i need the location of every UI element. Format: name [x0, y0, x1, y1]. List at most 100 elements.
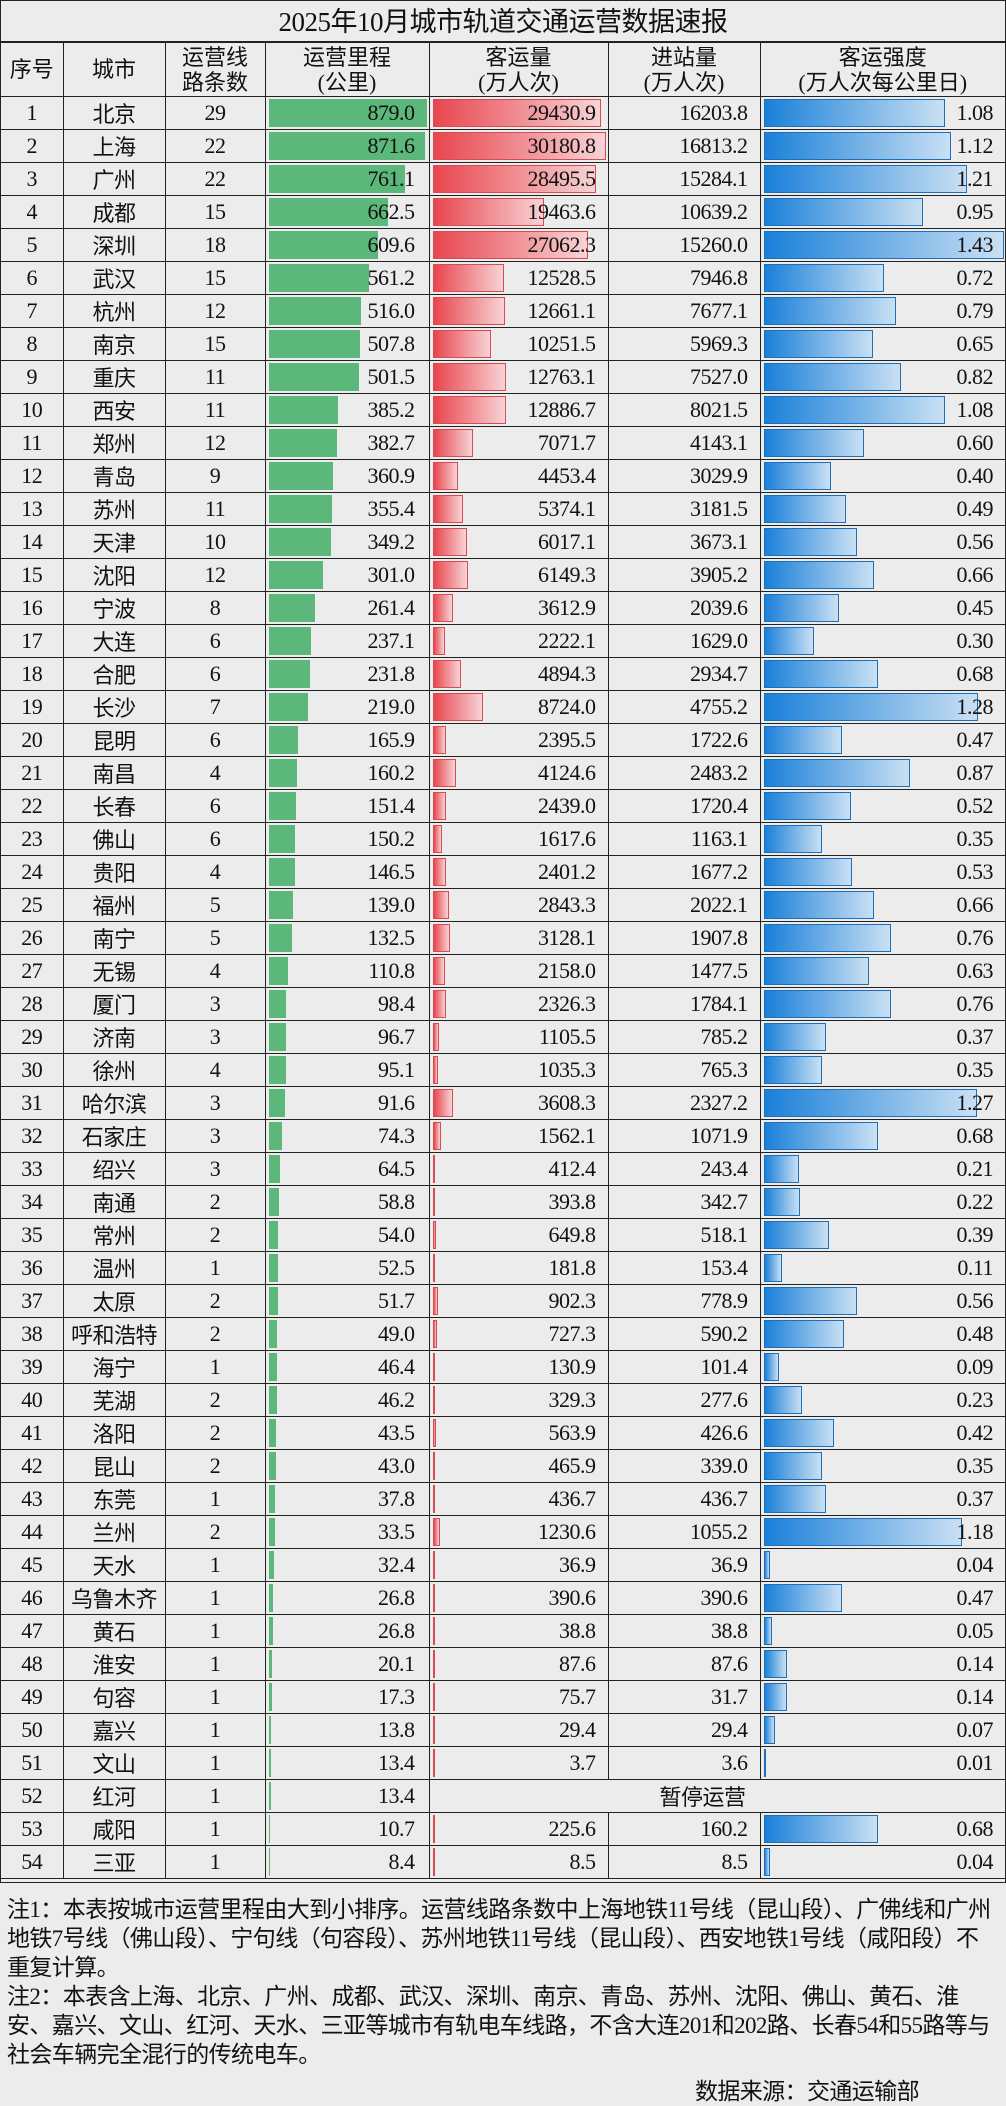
cell-value: 277.6 — [700, 1387, 749, 1412]
ridership-bar — [432, 165, 596, 193]
cell-city: 郑州 — [62, 426, 166, 460]
cell-mileage: 507.8 — [264, 327, 430, 361]
cell-line-count: 5 — [164, 888, 266, 922]
intensity-bar — [763, 198, 923, 226]
cell-value: 石家庄 — [81, 1125, 147, 1150]
mileage-bar — [268, 198, 388, 226]
cell-mileage: 165.9 — [264, 723, 430, 757]
cell-value: 0.68 — [956, 661, 994, 686]
cell-value: 7 — [26, 298, 38, 323]
cell-intensity: 0.63 — [759, 954, 1005, 988]
cell-intensity: 0.49 — [759, 492, 1005, 526]
data-source: 数据来源：交通运输部 — [694, 2079, 920, 2104]
cell-ridership: 3612.9 — [428, 591, 609, 625]
cell-value: 390.6 — [700, 1585, 749, 1610]
ridership-bar — [432, 363, 506, 391]
cell-line-count: 4 — [164, 954, 266, 988]
cell-mileage: 49.0 — [264, 1317, 430, 1351]
cell-line-count: 6 — [164, 822, 266, 856]
note-1: 注1：本表按城市运营里程由大到小排序。运营线路条数中上海地铁11号线（昆山段）、… — [7, 1897, 991, 1980]
table-row: 32 石家庄 3 74.3 1562.1 1071.9 0.68 — [1, 1119, 1005, 1153]
ridership-bar — [432, 330, 492, 358]
cell-value: 42 — [21, 1453, 43, 1478]
cell-line-count: 22 — [164, 129, 266, 163]
cell-mileage: 8.4 — [264, 1845, 430, 1879]
cell-city: 杭州 — [62, 294, 166, 328]
cell-value: 0.37 — [956, 1024, 994, 1049]
cell-city: 南昌 — [62, 756, 166, 790]
intensity-bar — [763, 1551, 771, 1579]
cell-line-count: 2 — [164, 1317, 266, 1351]
cell-value: 2 — [209, 1288, 221, 1313]
cell-value: 0.35 — [956, 1057, 994, 1082]
cell-value: 662.5 — [367, 199, 416, 224]
intensity-bar — [763, 495, 846, 523]
mileage-bar — [268, 1089, 285, 1117]
cell-entries: 31.7 — [607, 1680, 761, 1714]
intensity-bar — [763, 1584, 843, 1612]
cell-city: 长春 — [62, 789, 166, 823]
cell-intensity: 0.39 — [759, 1218, 1005, 1252]
notes: 注1：本表按城市运营里程由大到小排序。运营线路条数中上海地铁11号线（昆山段）、… — [1, 1879, 1005, 2106]
cell-index: 35 — [1, 1218, 64, 1252]
cell-value: 2222.1 — [538, 628, 596, 653]
cell-value: 8 — [26, 331, 38, 356]
cell-index: 39 — [1, 1350, 64, 1384]
cell-ridership: 29430.9 — [428, 96, 609, 130]
cell-line-count: 12 — [164, 294, 266, 328]
cell-line-count: 3 — [164, 987, 266, 1021]
cell-value: 8.5 — [569, 1849, 597, 1874]
cell-value: 15 — [204, 199, 227, 224]
cell-value: 武汉 — [92, 267, 136, 292]
cell-mileage: 26.8 — [264, 1581, 430, 1615]
cell-value: 58.8 — [378, 1189, 415, 1214]
cell-ridership: 12661.1 — [428, 294, 609, 328]
cell-city: 三亚 — [62, 1845, 166, 1879]
ridership-bar — [432, 396, 507, 424]
table-row: 17 大连 6 237.1 2222.1 1629.0 0.30 — [1, 624, 1005, 658]
cell-entries: 87.6 — [607, 1647, 761, 1681]
cell-value: 4124.6 — [538, 760, 596, 785]
ridership-bar — [432, 1221, 437, 1249]
cell-value: 181.8 — [548, 1255, 597, 1280]
table-row: 16 宁波 8 261.4 3612.9 2039.6 0.45 — [1, 591, 1005, 625]
cell-value: 48 — [21, 1651, 43, 1676]
cell-value: 南昌 — [92, 762, 136, 787]
cell-index: 48 — [1, 1647, 64, 1681]
cell-value: 郑州 — [92, 432, 136, 457]
table-row: 39 海宁 1 46.4 130.9 101.4 0.09 — [1, 1350, 1005, 1384]
ridership-bar — [432, 1584, 435, 1612]
table-row: 23 佛山 6 150.2 1617.6 1163.1 0.35 — [1, 822, 1005, 856]
cell-city: 乌鲁木齐 — [62, 1581, 166, 1615]
cell-ridership: 1562.1 — [428, 1119, 609, 1153]
cell-city: 南宁 — [62, 921, 166, 955]
cell-mileage: 160.2 — [264, 756, 430, 790]
cell-entries: 1071.9 — [607, 1119, 761, 1153]
cell-ridership: 5374.1 — [428, 492, 609, 526]
cell-value: 4 — [209, 1057, 221, 1082]
cell-intensity: 0.66 — [759, 558, 1005, 592]
cell-value: 110.8 — [368, 958, 415, 983]
header-entries: 进站量 (万人次) — [607, 42, 761, 97]
cell-value: 15 — [204, 331, 227, 356]
cell-city: 济南 — [62, 1020, 166, 1054]
table-row: 44 兰州 2 33.5 1230.6 1055.2 1.18 — [1, 1515, 1005, 1549]
cell-entries: 7527.0 — [607, 360, 761, 394]
cell-value: 5969.3 — [690, 331, 748, 356]
cell-value: 516.0 — [367, 298, 416, 323]
cell-value: 19463.6 — [527, 199, 597, 224]
mileage-bar — [268, 363, 359, 391]
cell-city: 天津 — [62, 525, 166, 559]
header-line-count: 运营线 路条数 — [164, 42, 266, 97]
cell-line-count: 9 — [164, 459, 266, 493]
mileage-bar — [268, 528, 332, 556]
cell-value: 101.4 — [700, 1354, 749, 1379]
cell-value: 17 — [21, 628, 43, 653]
table-row: 24 贵阳 4 146.5 2401.2 1677.2 0.53 — [1, 855, 1005, 889]
ridership-bar — [432, 693, 483, 721]
cell-mileage: 64.5 — [264, 1152, 430, 1186]
ridership-bar — [432, 858, 447, 886]
cell-value: 26.8 — [378, 1585, 415, 1610]
ridership-bar — [432, 231, 588, 259]
cell-value: 福州 — [92, 894, 136, 919]
